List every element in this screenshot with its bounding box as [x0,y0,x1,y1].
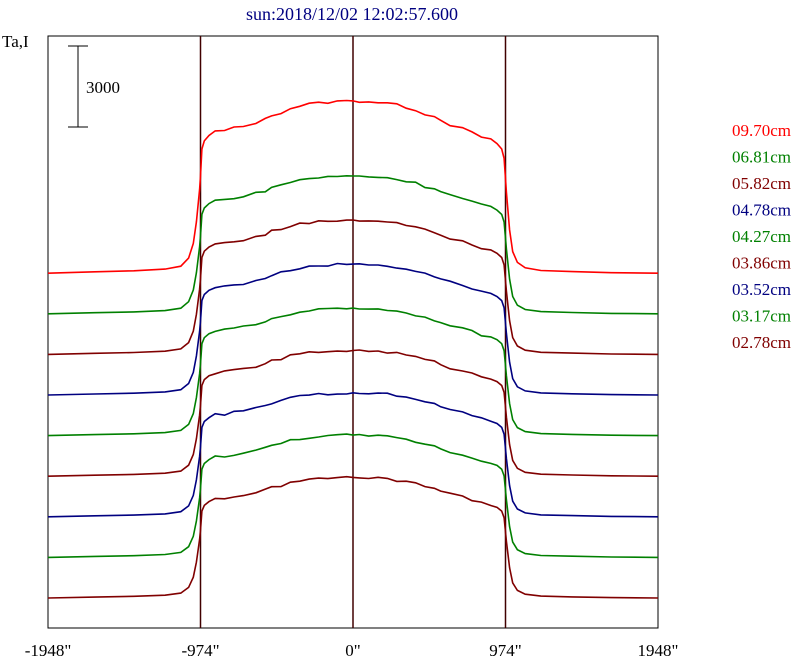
legend-entry: 03.52cm [732,280,791,299]
legend-entry: 05.82cm [732,174,791,193]
y-axis-label: Ta,I [2,32,29,51]
x-tick-label: 1948" [638,641,679,660]
legend-entry: 09.70cm [732,121,791,140]
legend-entry: 02.78cm [732,333,791,352]
series-line-04-78cm [47,262,659,396]
series-line-05-82cm [47,219,659,356]
legend-entry: 06.81cm [732,148,791,167]
x-tick-label: -1948" [25,641,72,660]
series-lines [47,99,659,599]
scale-bar-label: 3000 [86,78,120,97]
series-line-06-81cm [47,174,659,315]
series-line-02-78cm [47,475,659,599]
x-tick-label: -974" [181,641,219,660]
chart-title: sun:2018/12/02 12:02:57.600 [246,4,458,24]
legend: 09.70cm 06.81cm 05.82cm 04.78cm 04.27cm 03.86… [732,121,791,352]
legend-entry: 04.78cm [732,201,791,220]
x-tick-label: 974" [489,641,521,660]
legend-entry: 03.17cm [732,307,791,326]
vertical-reference-lines [199,36,507,628]
series-line-09-70cm [47,99,659,274]
series-line-03-17cm [47,433,659,559]
scale-bar: 3000 [68,45,120,128]
legend-entry: 03.86cm [732,254,791,273]
legend-entry: 04.27cm [732,227,791,246]
x-tick-label: 0" [345,641,360,660]
x-tick-labels: -1948" -974" 0" 974" 1948" [25,641,679,660]
series-line-03-52cm [47,391,659,518]
series-line-04-27cm [47,307,659,437]
series-line-03-86cm [47,349,659,477]
